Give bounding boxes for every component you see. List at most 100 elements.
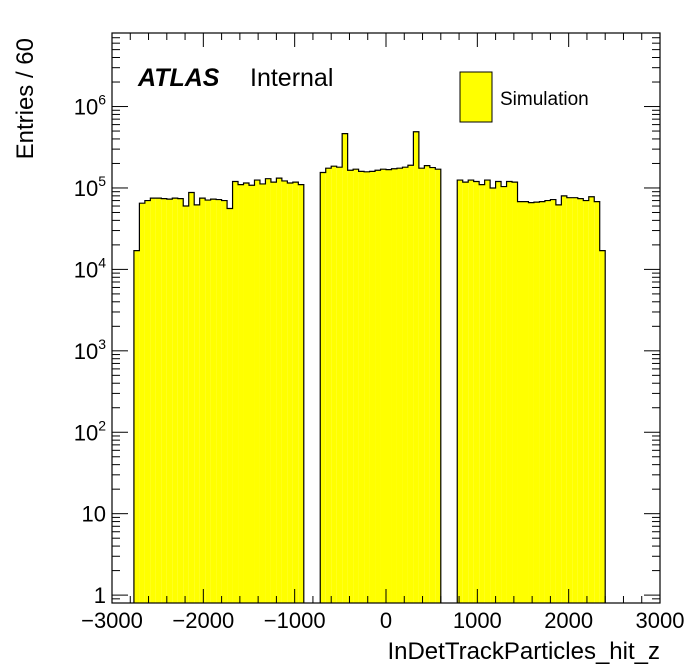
histogram-bin [457, 180, 463, 604]
histogram-bin [177, 198, 184, 603]
histogram-bin [336, 167, 343, 603]
x-tick-label: 3000 [636, 608, 685, 633]
legend: Simulation [459, 71, 589, 123]
y-tick-labels: 1 10 102 103 104 105 106 [74, 92, 106, 609]
y-tick-label: 102 [74, 417, 106, 445]
histogram-bars [133, 131, 606, 604]
histogram-bin [287, 183, 293, 603]
histogram-bin [205, 200, 211, 604]
histogram-bin [512, 182, 518, 603]
histogram-bin [353, 169, 359, 603]
histogram-bin [490, 187, 496, 604]
histogram-bin [435, 169, 441, 603]
x-tick-label: 1000 [453, 608, 502, 633]
histogram-bin [418, 168, 425, 603]
histogram-bin [325, 168, 332, 603]
histogram-bin [484, 180, 491, 604]
y-tick-label: 105 [74, 173, 106, 201]
x-axis-title: InDetTrackParticles_hit_z [387, 638, 660, 665]
histogram-bin [199, 198, 206, 604]
histogram-bin [150, 198, 156, 604]
y-tick-label: 1 [94, 583, 106, 608]
histogram-bin [506, 181, 513, 603]
histogram-bin [380, 169, 386, 603]
histogram-bin [342, 133, 348, 604]
histogram-bin [588, 196, 595, 603]
histogram-bin [429, 167, 436, 603]
histogram-bin [599, 250, 606, 604]
internal-label: Internal [250, 64, 333, 92]
histogram-bin [188, 192, 195, 603]
histogram-outline [133, 131, 606, 603]
y-axis-title: Entries / 60 [12, 38, 39, 159]
histogram-bin [243, 183, 249, 603]
x-tick-label: −1000 [264, 608, 326, 633]
histogram-bin [501, 186, 507, 603]
axis-ticks [111, 32, 661, 604]
histogram-bin [413, 131, 419, 603]
x-tick-label: 2000 [544, 608, 593, 633]
histogram-bin [396, 168, 403, 603]
histogram-bin [386, 169, 392, 603]
histogram-bin [320, 172, 326, 603]
histogram-bin [238, 184, 244, 604]
histogram-bin [402, 167, 408, 603]
histogram-bin [276, 178, 282, 603]
histogram-bin [216, 199, 222, 603]
legend-label: Simulation [500, 89, 589, 110]
histogram-bin [172, 198, 178, 604]
histogram-bin [364, 171, 370, 603]
histogram-bin [468, 180, 474, 604]
histogram-bin [495, 181, 502, 603]
histogram-bin [161, 198, 167, 603]
histogram-bin [577, 198, 584, 603]
histogram-bin [528, 202, 534, 604]
histogram-bin [544, 200, 551, 603]
histogram-bin [249, 185, 255, 603]
histogram-bin [479, 184, 485, 604]
histogram-bin [473, 181, 480, 603]
histogram-bin [358, 171, 365, 603]
histogram-bin [331, 166, 337, 603]
x-tick-label: −2000 [172, 608, 234, 633]
histogram-bin [265, 178, 271, 603]
y-tick-label: 104 [74, 254, 106, 282]
histogram-bin [144, 200, 151, 603]
histogram-bin [139, 203, 145, 603]
histogram-bin [539, 201, 545, 603]
histogram-bin [210, 199, 217, 603]
histogram-bin [232, 181, 239, 603]
y-tick-label: 106 [74, 92, 106, 120]
histogram-bin [227, 208, 233, 603]
histogram-bin [194, 204, 200, 603]
histogram-bin [550, 199, 556, 603]
y-tick-label: 103 [74, 336, 106, 364]
histogram-bin [572, 197, 578, 603]
histogram-bin [566, 197, 573, 603]
histogram-bin [347, 170, 354, 604]
histogram-bin [281, 180, 288, 603]
histogram-bin [183, 206, 189, 603]
histogram-bin [270, 182, 277, 603]
atlas-label: ATLAS [137, 64, 220, 92]
histogram-bin [533, 202, 540, 604]
y-tick-label: 10 [82, 502, 106, 527]
histogram-bin [298, 184, 304, 604]
histogram-bin [254, 180, 260, 604]
histogram-bin [561, 195, 567, 603]
histogram-bin [391, 168, 397, 603]
x-tick-labels: −3000 −2000 −1000 0 1000 2000 3000 [81, 608, 684, 633]
histogram-bin [166, 199, 173, 603]
histogram-bin [594, 201, 600, 603]
x-tick-label: −3000 [81, 608, 143, 633]
histogram-bin [462, 182, 469, 603]
histogram-bin [517, 201, 523, 603]
histogram-bin [555, 204, 562, 603]
legend-swatch [459, 71, 493, 123]
histogram-bin [424, 165, 430, 604]
histogram-bin [155, 198, 162, 604]
histogram-bin [221, 200, 228, 603]
histogram-bin [583, 200, 589, 603]
histogram-bin [407, 165, 414, 603]
